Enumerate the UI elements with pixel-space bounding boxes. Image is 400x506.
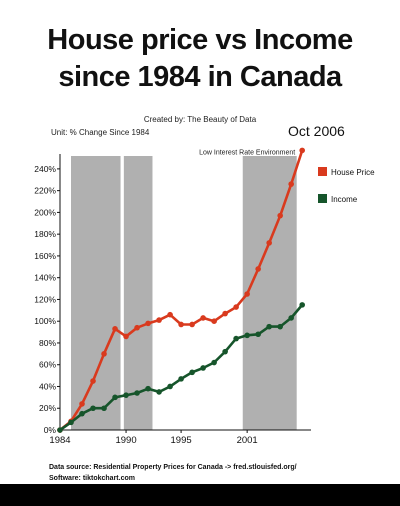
y-tick-label: 200% (34, 207, 56, 217)
data-point-house-price-15 (222, 310, 228, 317)
data-point-income-5 (112, 394, 118, 401)
data-point-income-12 (189, 369, 195, 376)
data-point-house-price-22 (299, 147, 305, 154)
data-point-income-2 (79, 410, 85, 417)
data-point-income-14 (211, 359, 217, 366)
data-point-house-price-13 (200, 315, 206, 321)
data-point-income-17 (244, 332, 250, 339)
data-point-house-price-9 (156, 317, 162, 323)
data-point-income-8 (145, 385, 151, 392)
data-point-income-19 (266, 323, 272, 330)
chart-credit: Created by: The Beauty of Data (143, 115, 257, 124)
title-line-2: since 1984 in Canada (58, 61, 342, 93)
data-point-income-15 (222, 348, 228, 355)
annotation-1: Low Interest Rate Environment (199, 150, 295, 157)
data-point-income-0 (57, 427, 63, 433)
data-point-income-9 (156, 389, 162, 395)
y-tick-label: 160% (34, 251, 56, 261)
data-point-income-3 (90, 405, 96, 412)
data-point-house-price-19 (266, 240, 272, 246)
data-point-income-1 (68, 419, 74, 426)
x-tick-label: 2001 (237, 435, 258, 446)
data-point-income-7 (134, 390, 140, 396)
legend-label-2: Income (331, 195, 358, 204)
chart-footer: Data source: Residential Property Prices… (49, 462, 297, 484)
y-tick-label: 0% (44, 425, 57, 435)
data-point-income-11 (178, 376, 184, 382)
y-tick-label: 60% (39, 360, 56, 370)
data-point-house-price-21 (288, 181, 294, 187)
data-point-house-price-5 (112, 326, 118, 332)
shaded-region-3 (242, 156, 297, 430)
data-point-house-price-11 (178, 321, 184, 328)
data-point-house-price-20 (277, 212, 283, 219)
data-point-income-18 (255, 331, 261, 338)
bottom-bar (0, 484, 400, 506)
data-point-income-6 (123, 392, 129, 398)
x-tick-label: 1995 (171, 435, 192, 446)
page-title: House price vs Income since 1984 in Cana… (0, 22, 400, 96)
title-line-1: House price vs Income (47, 24, 353, 56)
data-point-house-price-18 (255, 266, 261, 272)
data-point-house-price-7 (134, 324, 140, 331)
software-credit: Software: tiktokchart.com (49, 475, 135, 482)
y-tick-label: 220% (34, 186, 56, 196)
y-tick-label: 80% (39, 338, 56, 348)
y-tick-label: 240% (34, 164, 56, 174)
legend-label-1: House Price (331, 168, 375, 177)
data-point-house-price-12 (189, 321, 195, 328)
y-tick-label: 20% (39, 403, 56, 413)
shaded-region-2 (123, 156, 153, 430)
x-tick-label: 1990 (115, 435, 136, 446)
shaded-region-1 (71, 156, 121, 430)
y-tick-label: 40% (39, 381, 56, 391)
y-tick-label: 100% (34, 316, 56, 326)
data-point-house-price-4 (101, 351, 107, 357)
y-tick-label: 120% (34, 294, 56, 304)
data-point-income-20 (277, 323, 283, 330)
data-point-income-21 (288, 315, 294, 321)
data-point-income-13 (200, 365, 206, 371)
data-point-house-price-14 (211, 318, 217, 325)
data-point-house-price-17 (244, 291, 250, 297)
legend-swatch-2 (318, 194, 327, 203)
line-chart: Low Interest Rate Environment 0% 20% 40% 60%… (34, 147, 375, 446)
data-point-house-price-3 (90, 378, 96, 384)
y-tick-label: 140% (34, 273, 56, 283)
data-point-income-22 (299, 302, 305, 308)
date-label: Oct 2006 (288, 123, 345, 139)
data-point-income-10 (167, 383, 173, 390)
data-point-house-price-8 (145, 320, 151, 327)
x-tick-label: 1984 (49, 435, 70, 446)
data-point-house-price-10 (167, 311, 173, 318)
unit-label: Unit: % Change Since 1984 (51, 128, 150, 137)
data-point-income-4 (101, 405, 107, 412)
data-point-house-price-2 (79, 401, 85, 407)
data-point-house-price-16 (233, 304, 239, 310)
chart-card: House price vs Income since 1984 in Cana… (0, 0, 400, 484)
y-tick-label: 180% (34, 229, 56, 239)
data-point-income-16 (233, 335, 239, 342)
data-source: Data source: Residential Property Prices… (49, 464, 297, 471)
legend-swatch-1 (318, 167, 327, 176)
data-point-house-price-6 (123, 333, 129, 340)
